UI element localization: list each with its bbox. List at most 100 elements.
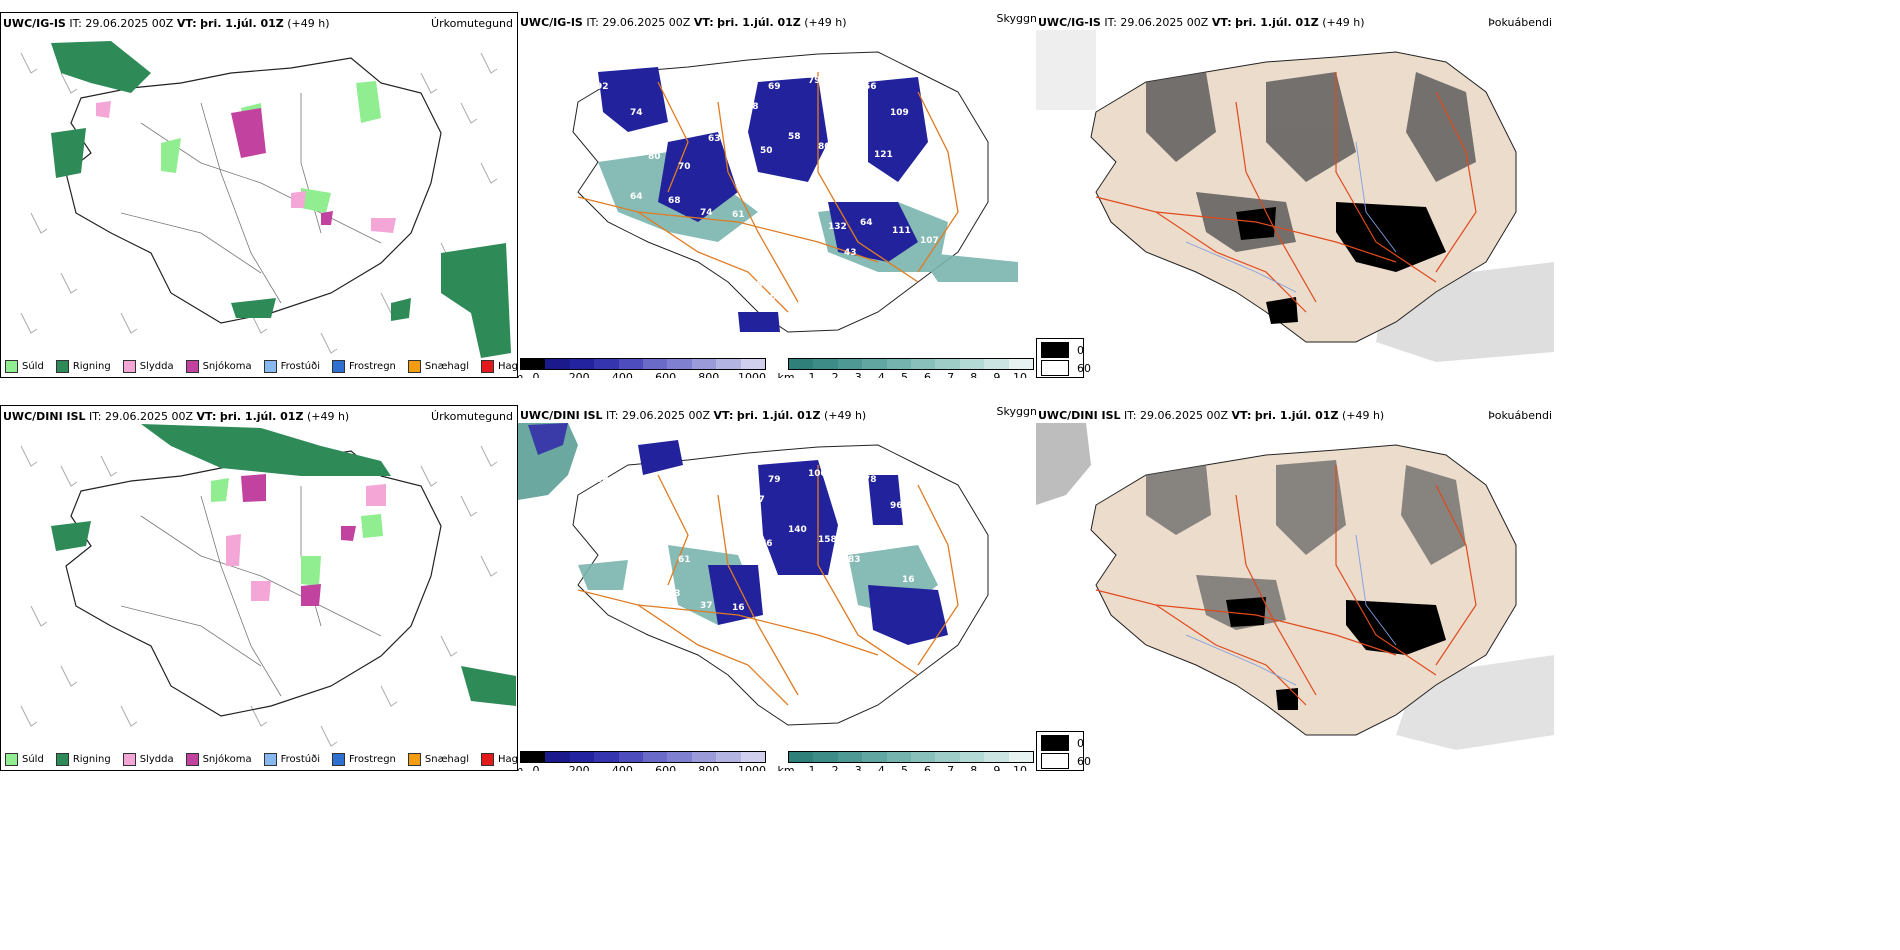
cloud-base-value: 69 <box>768 82 781 92</box>
panel-header: UWC/DINI ISL IT: 29.06.2025 00Z VT: þri.… <box>520 409 867 422</box>
colorbar-tick: 5 <box>900 371 908 378</box>
colorbar-box <box>1008 752 1034 762</box>
colorbar-box <box>716 359 741 369</box>
cloud-base-value: 158 <box>818 535 837 545</box>
colorbar-box <box>837 359 863 369</box>
precip-title: Úrkomutegund <box>431 17 513 30</box>
colorbar-tick: 0 <box>532 764 540 771</box>
legend-swatch <box>55 753 69 766</box>
fog-swatch <box>1041 753 1069 769</box>
colorbar-box <box>935 752 960 762</box>
cloud-base-value: 74 <box>700 208 713 218</box>
colorbar-tick: 8 <box>970 371 978 378</box>
cloud-base-value: 86 <box>902 182 915 192</box>
colorbar-tick: 7 <box>947 764 955 771</box>
legend-swatch <box>332 753 345 766</box>
colorbar-tick: 9 <box>993 371 1001 378</box>
colorbar-box <box>569 359 595 369</box>
cloud-base-value: 88 <box>706 465 719 475</box>
legend-swatch <box>55 360 69 373</box>
cloud-base-value: 146 <box>836 487 855 497</box>
cloud-base-value: 58 <box>596 475 609 485</box>
cloud-base-value: 61 <box>678 555 691 565</box>
cloud-title: Skyggni <box>996 405 1036 418</box>
cloud-base-value: 68 <box>668 196 681 206</box>
cloud-base-value: 100 <box>808 469 827 479</box>
cloud-base-value: 68 <box>746 102 759 112</box>
precip-title: Úrkomutegund <box>431 410 513 423</box>
legend-swatch <box>5 753 18 766</box>
colorbar-box <box>959 752 985 762</box>
colorbar-tick: 4 <box>877 764 885 771</box>
panel-header: UWC/IG-IS IT: 29.06.2025 00Z VT: þri. 1.… <box>1038 16 1365 29</box>
colorbar-box <box>1008 359 1034 369</box>
visibility-colorbar: km 1 2 3 4 5 6 7 8 9 10 <box>777 751 1034 771</box>
fog-legend: 0 60 <box>1036 731 1091 771</box>
fog-map <box>1036 30 1554 362</box>
colorbar-box <box>862 359 887 369</box>
cloud-base-value: 140 <box>788 525 807 535</box>
precip-panel-row2: UWC/DINI ISL IT: 29.06.2025 00Z VT: þri.… <box>0 405 518 771</box>
colorbar-tick: 400 <box>611 371 633 378</box>
colorbar-box <box>618 752 644 762</box>
cloud-base-value: 79 <box>796 212 809 222</box>
cloud-base-value: 16 <box>732 603 745 613</box>
colorbar-box <box>521 752 546 762</box>
fog-swatch <box>1041 360 1069 376</box>
colorbar-tick: 1 <box>808 371 816 378</box>
legend-swatch <box>407 753 421 766</box>
colorbar-tick: 6 <box>924 371 932 378</box>
cloud-base-value: 80 <box>648 152 661 162</box>
fog-panel-row1: UWC/IG-IS IT: 29.06.2025 00Z VT: þri. 1.… <box>1036 12 1554 378</box>
colorbar-box <box>569 752 595 762</box>
cloud-base-value: 50 <box>760 146 773 156</box>
cloud-base-value: 43 <box>844 248 857 258</box>
precip-legend: Súld Rigning Slydda Snjókoma Frostúði Fr… <box>5 360 517 373</box>
cloud-base-value: 64 <box>860 218 873 228</box>
cloud-base-value: 121 <box>874 150 893 160</box>
fog-swatch <box>1041 735 1069 751</box>
colorbar-tick: 0 <box>532 371 540 378</box>
colorbar-tick: 200 <box>568 371 590 378</box>
cloud-base-value: 187 <box>764 202 783 212</box>
cloudbase-colorbar: m02004006008001000 <box>518 358 766 378</box>
precip-map <box>20 424 516 747</box>
colorbar-box <box>911 359 936 369</box>
colorbar-box <box>667 752 692 762</box>
colorbar-box <box>545 359 570 369</box>
cloud-base-value: 78 <box>732 523 745 533</box>
cloud-base-value: 79 <box>732 130 745 140</box>
fog-legend: 0 60 <box>1036 338 1091 378</box>
colorbar-box <box>643 752 668 762</box>
legend-swatch <box>122 360 136 373</box>
colorbar-box <box>691 359 717 369</box>
cloud-base-value: 54 <box>836 94 849 104</box>
colorbar-tick: 3 <box>854 371 862 378</box>
visibility-colorbar: km 1 2 3 4 5 6 7 8 9 10 <box>777 358 1034 378</box>
legend-swatch <box>185 360 199 373</box>
cloud-base-value: 65 <box>708 527 721 537</box>
cloud-base-value: 68 <box>874 543 887 553</box>
colorbar-box <box>886 359 912 369</box>
cloud-base-value: 111 <box>848 162 867 172</box>
colorbar-box <box>984 359 1009 369</box>
cloud-base-value: 80 <box>648 545 661 555</box>
colorbar-tick: 9 <box>993 764 1001 771</box>
cloud-base-value: 64 <box>630 192 643 202</box>
colorbar-tick: 7 <box>947 371 955 378</box>
cloud-base-value: 66 <box>770 292 783 302</box>
cloud-base-value: 58 <box>668 84 681 94</box>
cloud-base-value: 12 <box>630 585 643 595</box>
colorbar-box <box>618 359 644 369</box>
colorbar-box <box>886 752 912 762</box>
cloud-base-value: 137 <box>746 495 765 505</box>
fog-map <box>1036 423 1554 750</box>
colorbar-box <box>862 752 887 762</box>
cloud-base-value: 76 <box>760 539 773 549</box>
colorbar-tick: 5 <box>900 764 908 771</box>
legend-swatch <box>481 753 495 766</box>
colorbar-tick: 3 <box>854 764 862 771</box>
legend-swatch <box>5 360 18 373</box>
cloud-map <box>518 423 989 726</box>
cloud-base-value: 60 <box>818 270 831 280</box>
